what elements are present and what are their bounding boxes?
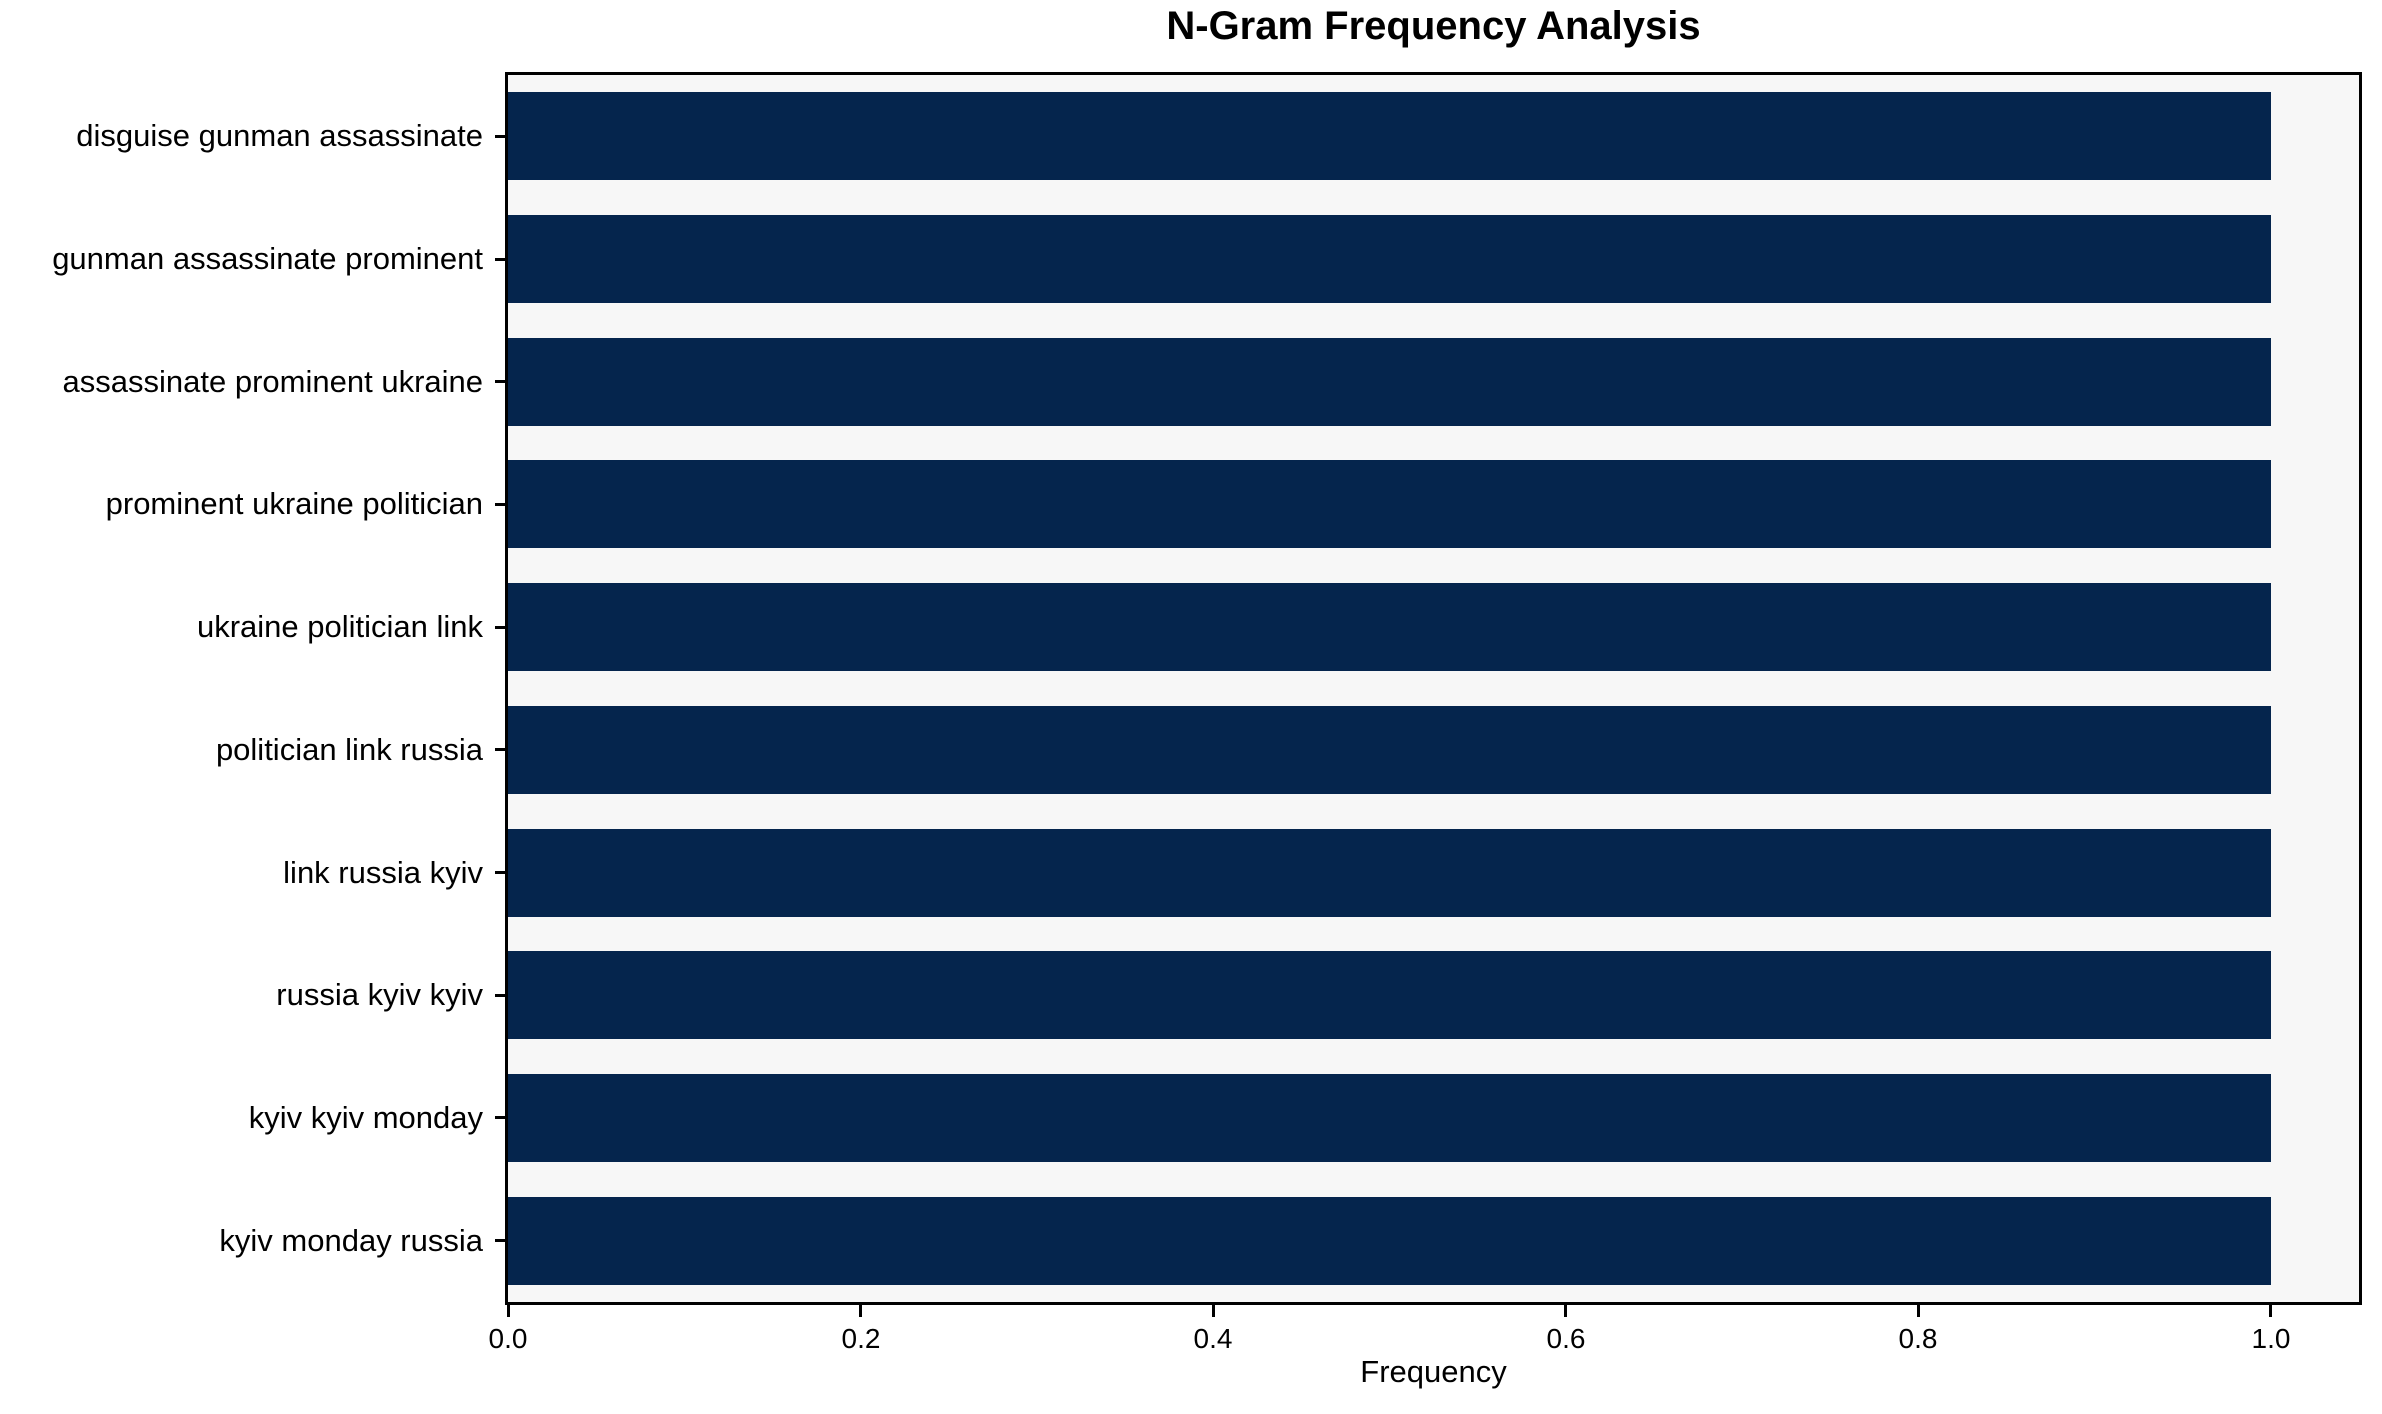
bar xyxy=(508,338,2271,426)
x-tick-mark xyxy=(1564,1305,1567,1317)
y-tick-mark xyxy=(495,1239,505,1242)
x-tick-mark xyxy=(1212,1305,1215,1317)
bar xyxy=(508,92,2271,180)
y-tick-label: assassinate prominent ukraine xyxy=(62,364,483,399)
y-tick-label: politician link russia xyxy=(215,732,483,767)
bar xyxy=(508,1074,2271,1162)
y-tick-mark xyxy=(495,871,505,874)
y-tick-mark xyxy=(495,380,505,383)
y-tick-label: kyiv monday russia xyxy=(219,1223,483,1258)
x-tick-label: 0.4 xyxy=(1193,1323,1233,1354)
y-tick-mark xyxy=(495,1116,505,1119)
y-tick-mark xyxy=(495,626,505,629)
y-tick-label: disguise gunman assassinate xyxy=(76,118,483,153)
y-tick-label: russia kyiv kyiv xyxy=(276,977,483,1012)
x-tick-label: 0.2 xyxy=(841,1323,881,1354)
x-tick-label: 0.6 xyxy=(1546,1323,1586,1354)
x-tick-mark xyxy=(507,1305,510,1317)
chart-title: N-Gram Frequency Analysis xyxy=(1166,4,1701,48)
y-tick-label: link russia kyiv xyxy=(283,855,483,890)
plot-area xyxy=(505,72,2362,1305)
y-tick-mark xyxy=(495,258,505,261)
y-tick-label: ukraine politician link xyxy=(196,609,483,644)
x-tick-mark xyxy=(859,1305,862,1317)
y-tick-label: prominent ukraine politician xyxy=(105,486,483,521)
bar xyxy=(508,829,2271,917)
y-tick-mark xyxy=(495,135,505,138)
x-tick-mark xyxy=(2269,1305,2272,1317)
bar xyxy=(508,951,2271,1039)
y-tick-label: kyiv kyiv monday xyxy=(248,1100,483,1135)
bar xyxy=(508,460,2271,548)
x-tick-label: 0.8 xyxy=(1898,1323,1938,1354)
bar xyxy=(508,583,2271,671)
x-tick-mark xyxy=(1917,1305,1920,1317)
y-tick-label: gunman assassinate prominent xyxy=(52,241,483,276)
x-tick-label: 1.0 xyxy=(2251,1323,2291,1354)
bar xyxy=(508,706,2271,794)
x-axis-label: Frequency xyxy=(1360,1354,1507,1389)
y-tick-mark xyxy=(495,994,505,997)
bar xyxy=(508,1197,2271,1285)
y-tick-mark xyxy=(495,503,505,506)
bar xyxy=(508,215,2271,303)
y-tick-mark xyxy=(495,748,505,751)
x-tick-label: 0.0 xyxy=(488,1323,528,1354)
